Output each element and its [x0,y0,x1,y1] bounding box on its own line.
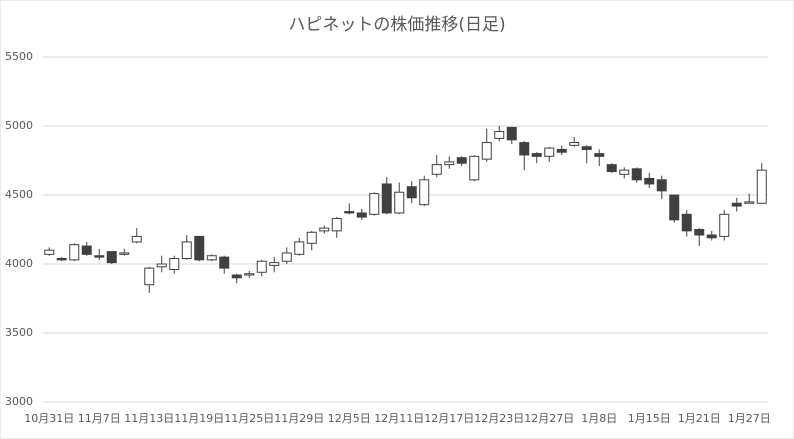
x-tick-label: 10月31日 [24,412,74,425]
candle-body [169,257,180,271]
candle-body [469,155,480,181]
x-tick-label: 1月15日 [628,412,671,425]
y-tick-label: 3000 [5,395,33,408]
candle-body [231,274,242,279]
candle-body [669,194,680,221]
candle-body [619,169,630,175]
candle-body [181,241,192,259]
candle-body [344,211,355,214]
candle-body [369,193,380,215]
x-tick-label: 12月17日 [424,412,474,425]
candle-body [306,231,317,244]
candle-body [494,131,505,139]
candle-body [531,153,542,157]
candle-body [206,255,217,261]
candle-body [706,234,717,239]
candle-body [431,164,442,175]
candle-body [419,179,430,206]
x-tick-label: 11月19日 [174,412,224,425]
x-tick-label: 11月25日 [224,412,274,425]
y-tick-label: 4500 [5,188,33,201]
candle-body [581,146,592,150]
candle-body [144,267,155,286]
candle-body [481,142,492,160]
candle-body [119,252,130,255]
candle-body [331,217,342,232]
candle-body [456,157,467,164]
y-tick-label: 5000 [5,119,33,132]
candle-body [719,213,730,237]
candle-body [644,177,655,185]
candle-body [694,229,705,236]
candle-body [681,213,692,232]
x-tick-label: 12月27日 [524,412,574,425]
candle-body [731,202,742,207]
candle-body [756,169,767,204]
chart-title: ハピネットの株価推移(日足) [288,15,505,35]
y-tick-label: 3500 [5,326,33,339]
candle-body [56,257,67,261]
candle-body [256,260,267,273]
x-tick-label: 11月13日 [124,412,174,425]
y-tick-label: 4000 [5,257,33,270]
candle-body [569,142,580,146]
candle-body [156,263,167,268]
candle-body [69,244,80,261]
x-tick-label: 12月5日 [328,412,371,425]
candle-body [656,179,667,192]
candle-body [269,262,280,266]
x-tick-label: 11月29日 [274,412,324,425]
candle-body [219,256,230,269]
candle-body [81,245,92,255]
x-tick-label: 1月27日 [728,412,771,425]
x-tick-label: 1月21日 [678,412,721,425]
candle-body [631,168,642,181]
candle-body [519,142,530,156]
candle-body [544,147,555,157]
candle-body [744,201,755,204]
candle-body [194,235,205,261]
candle-body [594,153,605,157]
candle-body [606,164,617,173]
candle-body [356,212,367,218]
candle-body [394,191,405,214]
x-tick-label: 12月11日 [374,412,424,425]
candle-body [294,241,305,255]
candle-body [281,252,292,262]
candle-body [506,126,517,141]
y-tick-label: 5500 [5,50,33,63]
candle-body [556,148,567,153]
candle-body [444,161,455,166]
x-tick-label: 1月8日 [581,412,617,425]
candle-body [244,273,255,276]
candle-body [381,183,392,214]
x-tick-label: 12月23日 [474,412,524,425]
candle-body [106,251,117,264]
candle-body [131,235,142,243]
candle-body [406,186,417,199]
candle-body [94,255,105,258]
x-tick-label: 11月7日 [78,412,121,425]
candle-body [319,227,330,232]
candle-body [44,249,55,255]
